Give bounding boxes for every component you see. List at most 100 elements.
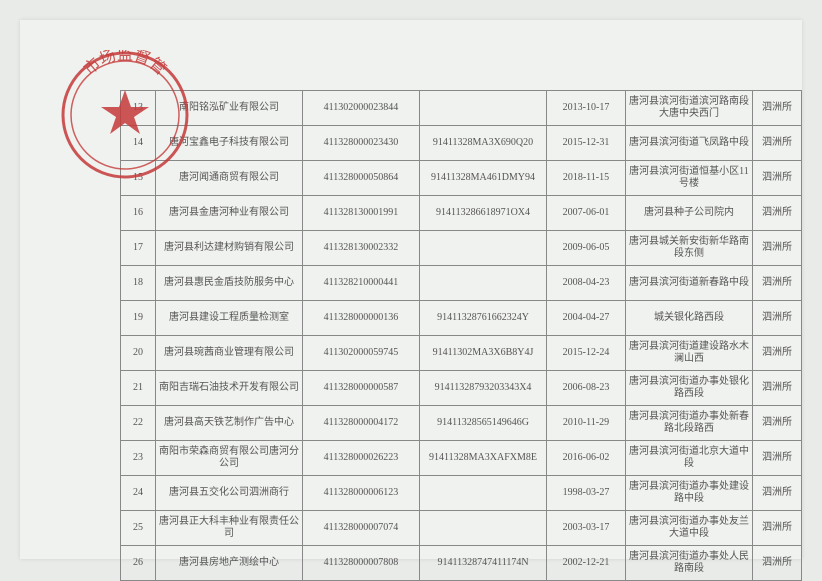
table-row: 16唐河县金唐河种业有限公司41132813000199191411328661… [121,196,802,231]
date-cell: 2013-10-17 [547,91,626,126]
name-cell: 南阳铭泓矿业有限公司 [156,91,303,126]
idx-cell: 15 [121,161,156,196]
addr-cell: 唐河县滨河街道滨河路南段大唐中央西门 [626,91,753,126]
code-cell: 91411328793203343X4 [420,371,547,406]
name-cell: 唐河县建设工程质量检测室 [156,301,303,336]
table-row: 21南阳吉瑞石油技术开发有限公司411328000000587914113287… [121,371,802,406]
idx-cell: 16 [121,196,156,231]
date-cell: 2009-06-05 [547,231,626,266]
idx-cell: 22 [121,406,156,441]
reg-cell: 411328000050864 [303,161,420,196]
name-cell: 唐河县五交化公司泗洲商行 [156,476,303,511]
date-cell: 2003-03-17 [547,511,626,546]
office-cell: 泗洲所 [753,476,802,511]
date-cell: 2008-04-23 [547,266,626,301]
svg-text:市场监督管: 市场监督管 [80,50,169,79]
idx-cell: 13 [121,91,156,126]
code-cell [420,266,547,301]
office-cell: 泗洲所 [753,126,802,161]
idx-cell: 21 [121,371,156,406]
code-cell [420,91,547,126]
addr-cell: 唐河县滨河街道建设路水木澜山西 [626,336,753,371]
name-cell: 南阳吉瑞石油技术开发有限公司 [156,371,303,406]
addr-cell: 唐河县城关新安街新华路南段东侧 [626,231,753,266]
table-row: 20唐河县琬茜商业管理有限公司41130200005974591411302MA… [121,336,802,371]
code-cell: 914113286618971OX4 [420,196,547,231]
date-cell: 2006-08-23 [547,371,626,406]
reg-cell: 411328000004172 [303,406,420,441]
table-row: 13南阳铭泓矿业有限公司411302000023844 2013-10-17唐河县… [121,91,802,126]
reg-cell: 411328130001991 [303,196,420,231]
reg-cell: 411328210000441 [303,266,420,301]
reg-cell: 411328000023430 [303,126,420,161]
reg-cell: 411328000026223 [303,441,420,476]
office-cell: 泗洲所 [753,91,802,126]
name-cell: 唐河县琬茜商业管理有限公司 [156,336,303,371]
office-cell: 泗洲所 [753,301,802,336]
idx-cell: 14 [121,126,156,161]
idx-cell: 24 [121,476,156,511]
table-row: 18唐河县惠民金盾技防服务中心411328210000441 2008-04-23… [121,266,802,301]
idx-cell: 17 [121,231,156,266]
code-cell: 91411328565149646G [420,406,547,441]
reg-cell: 411328130002332 [303,231,420,266]
reg-cell: 411302000023844 [303,91,420,126]
office-cell: 泗洲所 [753,511,802,546]
office-cell: 泗洲所 [753,406,802,441]
addr-cell: 唐河县滨河街道办事处新春路北段路西 [626,406,753,441]
addr-cell: 唐河县滨河街道办事处人民路南段 [626,546,753,581]
addr-cell: 城关银化路西段 [626,301,753,336]
addr-cell: 唐河县滨河街道办事处银化路西段 [626,371,753,406]
name-cell: 唐河县高天铁艺制作广告中心 [156,406,303,441]
stamp-text: 市场监督管 [80,50,169,79]
code-cell [420,511,547,546]
code-cell: 91411328747411174N [420,546,547,581]
reg-cell: 411302000059745 [303,336,420,371]
office-cell: 泗洲所 [753,371,802,406]
name-cell: 唐河县金唐河种业有限公司 [156,196,303,231]
addr-cell: 唐河县滨河街道新春路中段 [626,266,753,301]
office-cell: 泗洲所 [753,336,802,371]
addr-cell: 唐河县滨河街道办事处友兰大道中段 [626,511,753,546]
office-cell: 泗洲所 [753,196,802,231]
table-row: 15唐河闻通商贸有限公司41132800005086491411328MA461… [121,161,802,196]
reg-cell: 411328000007808 [303,546,420,581]
office-cell: 泗洲所 [753,546,802,581]
code-cell: 91411328MA3XAFXM8E [420,441,547,476]
name-cell: 唐河县惠民金盾技防服务中心 [156,266,303,301]
office-cell: 泗洲所 [753,266,802,301]
office-cell: 泗洲所 [753,161,802,196]
reg-cell: 411328000000587 [303,371,420,406]
idx-cell: 19 [121,301,156,336]
idx-cell: 18 [121,266,156,301]
table-row: 25唐河县正大科丰种业有限责任公司4113280000070742003-03-… [121,511,802,546]
date-cell: 2002-12-21 [547,546,626,581]
addr-cell: 唐河县滨河街道办事处建设路中段 [626,476,753,511]
date-cell: 2015-12-24 [547,336,626,371]
reg-cell: 411328000006123 [303,476,420,511]
name-cell: 唐河县房地产测绘中心 [156,546,303,581]
reg-cell: 411328000007074 [303,511,420,546]
idx-cell: 20 [121,336,156,371]
date-cell: 2004-04-27 [547,301,626,336]
office-cell: 泗洲所 [753,441,802,476]
date-cell: 2016-06-02 [547,441,626,476]
addr-cell: 唐河县滨河街道飞凤路中段 [626,126,753,161]
code-cell: 91411328761662324Y [420,301,547,336]
table-row: 17唐河县利达建材购销有限公司4113281300023322009-06-05… [121,231,802,266]
date-cell: 1998-03-27 [547,476,626,511]
table-row: 26唐河县房地产测绘中心4113280000078089141132874741… [121,546,802,581]
table-row: 24唐河县五交化公司泗洲商行411328000006123 1998-03-27唐… [121,476,802,511]
code-cell [420,231,547,266]
idx-cell: 23 [121,441,156,476]
data-table: 13南阳铭泓矿业有限公司4113020000238442013-10-17唐河县… [120,90,802,581]
page-background: 市场监督管 13南阳铭泓矿业有限公司411302000023844 2013-10… [20,20,802,559]
name-cell: 唐河县正大科丰种业有限责任公司 [156,511,303,546]
date-cell: 2010-11-29 [547,406,626,441]
table-row: 19唐河县建设工程质量检测室41132800000013691411328761… [121,301,802,336]
code-cell: 91411328MA3X690Q20 [420,126,547,161]
date-cell: 2018-11-15 [547,161,626,196]
name-cell: 唐河宝鑫电子科技有限公司 [156,126,303,161]
name-cell: 南阳市荣森商贸有限公司唐河分公司 [156,441,303,476]
code-cell: 91411302MA3X6B8Y4J [420,336,547,371]
